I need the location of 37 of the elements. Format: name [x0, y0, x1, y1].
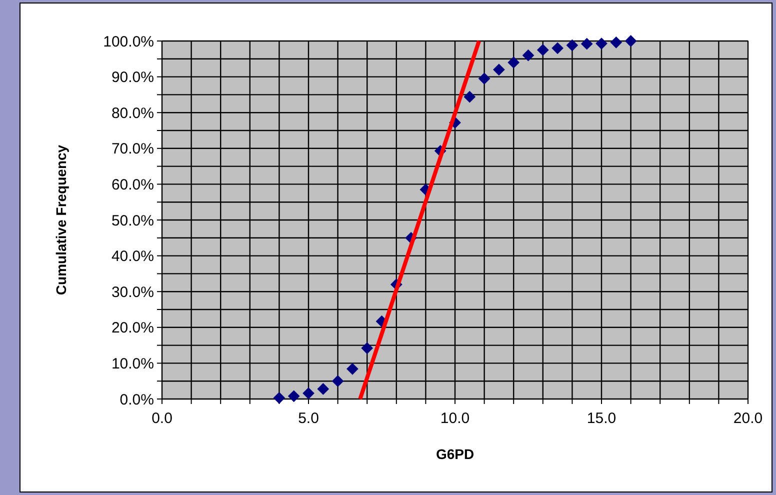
y-tick-label: 90.0% [111, 69, 154, 86]
y-tick-label: 50.0% [111, 212, 154, 230]
point [273, 392, 286, 404]
y-tick-label: 80.0% [111, 104, 154, 122]
point [552, 42, 564, 54]
point [508, 56, 520, 68]
y-tick-label: 0.0% [120, 391, 154, 408]
x-tick-label: 5.0 [298, 410, 319, 427]
y-tick-label: 30.0% [111, 284, 154, 301]
point [288, 390, 300, 402]
point [596, 38, 608, 50]
y-axis-title: Cumulative Frequency [53, 144, 69, 296]
point [332, 375, 344, 388]
point [522, 49, 534, 62]
point [464, 90, 476, 103]
point [536, 44, 549, 56]
y-tick-label: 10.0% [111, 355, 154, 372]
y-tick-label: 70.0% [111, 140, 154, 158]
y-tick-label: 60.0% [111, 176, 154, 194]
point [361, 342, 374, 354]
point [478, 72, 490, 85]
x-axis-title: G6PD [436, 446, 474, 462]
point [610, 36, 622, 48]
point [580, 38, 593, 50]
y-tick-label: 40.0% [111, 248, 154, 266]
point [302, 387, 314, 400]
point [624, 35, 637, 47]
x-tick-label: 0.0 [152, 410, 172, 427]
point [493, 64, 505, 76]
x-tick-label: 15.0 [586, 410, 616, 427]
point [566, 39, 578, 52]
point [346, 362, 358, 375]
y-tick-label: 100.0% [103, 33, 154, 50]
x-tick-label: 20.0 [733, 410, 763, 427]
x-tick-label: 10.0 [440, 410, 470, 427]
y-tick-label: 20.0% [111, 320, 154, 337]
point [317, 383, 330, 395]
